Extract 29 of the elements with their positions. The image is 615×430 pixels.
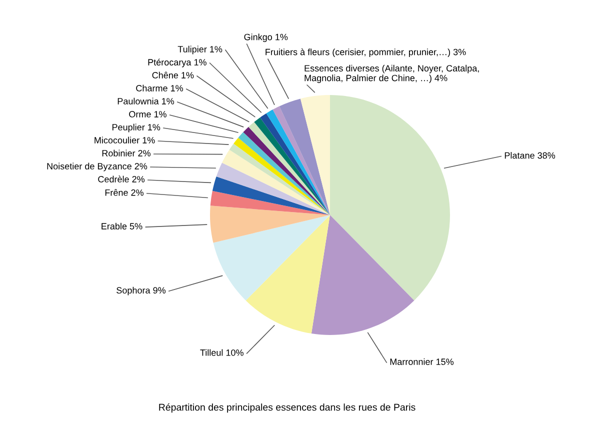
slice-label: Peuplier 1% — [112, 124, 160, 132]
pie-slice — [212, 176, 330, 215]
slice-label: Platane 38% — [504, 152, 556, 159]
slice-label: Chêne 1% — [152, 72, 194, 78]
slice-label: Tulipier 1% — [178, 46, 222, 54]
slice-label: Essences diverses (Ailante, Noyer, Catalpa, Magnolia, Palmier de Chine, …) 4% — [304, 64, 479, 83]
slice-label: Paulownia 1% — [118, 98, 174, 104]
pie-slice — [311, 215, 414, 335]
pie-slice — [216, 162, 330, 215]
slice-label: Marronnier 15% — [390, 358, 454, 365]
slice-label: Frêne 2% — [105, 189, 144, 196]
slice-label: Orme 1% — [129, 111, 166, 118]
slice-label: Cedrèle 2% — [98, 176, 145, 182]
slice-label: Erable 5% — [102, 222, 142, 230]
pie-slice — [210, 190, 330, 215]
slice-label: Ptérocarya 1% — [148, 58, 206, 68]
slice-label: Noisetier de Byzance 2% — [47, 162, 148, 172]
slice-label: Fruitiers à fleurs (cerisier, pommier, prunier,…) 3% — [266, 48, 466, 57]
slice-label: Tilleul 10% — [200, 349, 244, 356]
slice-label: Robinier 2% — [102, 150, 150, 156]
pie-slice — [213, 215, 330, 301]
slice-label: Charme 1% — [136, 84, 184, 92]
slice-label: Sophora 9% — [116, 286, 166, 296]
pie-slice — [246, 215, 330, 334]
text: Répartition des principales essences dans les rues de Paris — [159, 403, 416, 413]
pie-slice — [210, 206, 330, 243]
pie-slice — [279, 98, 330, 215]
slice-label: Ginkgo 1% — [244, 34, 288, 42]
slice-label: Micocoulier 1% — [94, 136, 155, 144]
